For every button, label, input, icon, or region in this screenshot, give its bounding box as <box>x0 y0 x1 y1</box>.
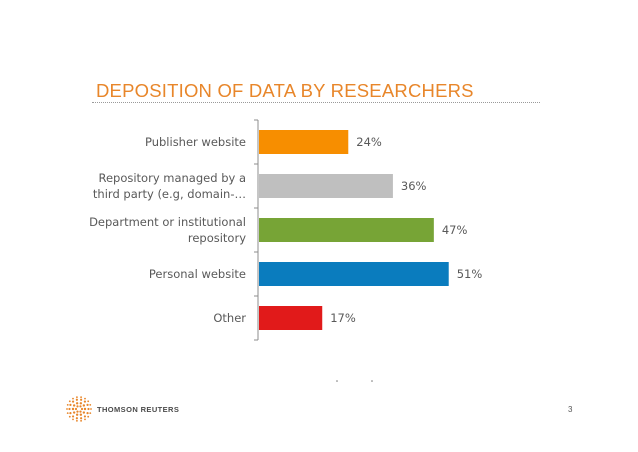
logo-dot <box>74 407 78 411</box>
logo-dot <box>79 405 82 408</box>
logo-dot <box>76 396 78 399</box>
logo-dot <box>89 412 92 414</box>
category-label: Personal website <box>149 267 246 281</box>
logo-dot <box>82 404 86 407</box>
logo-dot <box>86 403 89 406</box>
logo-dot <box>66 404 69 406</box>
category-label-line: Other <box>213 311 246 325</box>
logo-dot <box>68 400 71 403</box>
logo-dot <box>66 408 68 410</box>
category-label: Department or institutional repository <box>89 215 246 245</box>
logo-dot <box>79 410 82 413</box>
logo-dot <box>87 415 90 418</box>
logo-dot <box>72 411 76 414</box>
logo-dot <box>80 419 82 422</box>
logo-dot <box>83 415 87 418</box>
logo-dot <box>80 407 84 411</box>
data-label: 51% <box>457 267 483 281</box>
category-label: Other <box>213 311 246 325</box>
logo-dot <box>80 396 82 399</box>
logo-dot <box>68 407 71 411</box>
category-label-line: repository <box>188 231 246 245</box>
logo-dot <box>69 412 72 415</box>
logo-dot <box>72 404 76 407</box>
bar <box>259 130 349 154</box>
data-label: 47% <box>442 223 468 237</box>
logo-dot <box>79 402 83 405</box>
thomson-reuters-logo-icon <box>66 396 92 422</box>
logo-dot <box>87 407 90 411</box>
category-label-line: third party (e.g, domain-… <box>93 187 246 201</box>
logo-dot <box>89 404 92 406</box>
category-label-line: Publisher website <box>145 135 246 149</box>
logo-dot <box>76 419 78 422</box>
logo-dot <box>79 413 83 416</box>
axis-mark <box>336 380 338 382</box>
logo-dot <box>83 407 87 411</box>
logo-dot <box>71 407 75 411</box>
title-underline <box>92 102 540 103</box>
category-label: Repository managed by a third party (e.g,… <box>93 171 246 201</box>
page-number: 3 <box>568 405 573 414</box>
logo-dot <box>68 415 71 418</box>
bar <box>259 306 323 330</box>
data-label: 36% <box>401 179 427 193</box>
logo-dot <box>82 411 86 414</box>
bar <box>259 218 434 242</box>
logo-dot <box>75 402 79 405</box>
logo-text: THOMSON REUTERS <box>97 404 180 414</box>
logo-dot <box>71 400 75 403</box>
logo-dot <box>76 405 79 408</box>
category-label: Publisher website <box>145 135 246 149</box>
logo-dot <box>80 417 83 420</box>
logo-dot <box>66 412 69 414</box>
category-label-line: Department or institutional <box>89 215 246 229</box>
logo-dot <box>80 398 83 401</box>
bar <box>259 262 449 286</box>
logo-dot <box>75 417 78 420</box>
data-label: 24% <box>356 135 382 149</box>
logo-dot <box>87 400 90 403</box>
logo-dot <box>84 397 86 400</box>
logo-dot <box>75 413 79 416</box>
logo-dot <box>69 403 72 406</box>
logo-dot <box>76 410 79 413</box>
logo-dot <box>75 398 78 401</box>
data-label: 17% <box>330 311 356 325</box>
logo-dot <box>72 418 74 421</box>
category-label-line: Repository managed by a <box>98 171 246 185</box>
logo-dot <box>72 397 74 400</box>
category-label-line: Personal website <box>149 267 246 281</box>
logo-dot <box>86 412 89 415</box>
axis-mark <box>371 380 373 382</box>
logo-dot <box>83 400 87 403</box>
company-logo: THOMSON REUTERS <box>66 396 179 422</box>
logo-dot <box>84 418 86 421</box>
logo-dot <box>90 408 92 410</box>
bar <box>259 174 393 198</box>
logo-dot <box>71 415 75 418</box>
slide-title: DEPOSITION OF DATA BY RESEARCHERS <box>96 80 474 101</box>
